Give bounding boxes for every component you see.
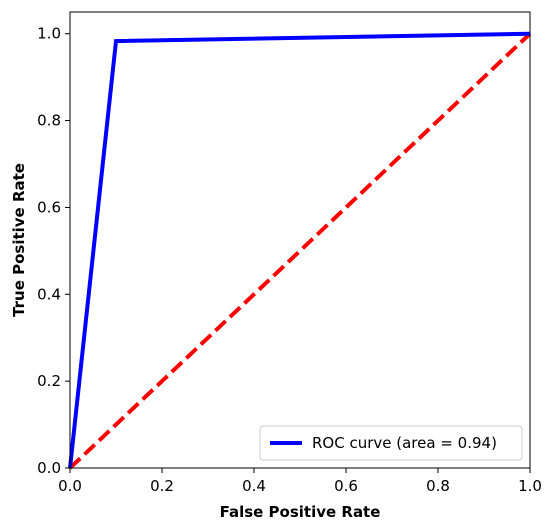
legend-box [259, 425, 523, 461]
axes-frame [69, 11, 531, 469]
plot-area [70, 12, 530, 468]
axes-layer: 0.0 0.2 0.4 0.6 0.8 1.0 0.0 0.2 0.4 0.6 0.8 1.0 [37, 11, 542, 495]
plot-background [70, 12, 530, 468]
y-tick-label: 0.2 [37, 372, 61, 390]
y-tick-label: 0.8 [37, 112, 61, 130]
y-axis-label: True Positive Rate [10, 163, 28, 317]
y-tick-label: 1.0 [37, 25, 61, 43]
x-tick-label: 1.0 [518, 477, 542, 495]
x-tick-label: 0.0 [58, 477, 82, 495]
legend: ROC curve (area = 0.94) [259, 425, 523, 461]
x-tick-label: 0.8 [426, 477, 450, 495]
x-tick-label: 0.6 [334, 477, 358, 495]
roc-curve-line [68, 31, 531, 469]
legend-label-roc: ROC curve (area = 0.94) [312, 434, 497, 452]
y-tick-label: 0.6 [37, 198, 61, 216]
series-layer [68, 31, 532, 470]
x-tick-label: 0.4 [242, 477, 266, 495]
x-axis-label: False Positive Rate [220, 503, 381, 521]
y-tick-label: 0.4 [37, 285, 61, 303]
y-tick-label: 0.0 [37, 459, 61, 477]
x-tick-label: 0.2 [150, 477, 174, 495]
random-chance-line [68, 32, 532, 470]
